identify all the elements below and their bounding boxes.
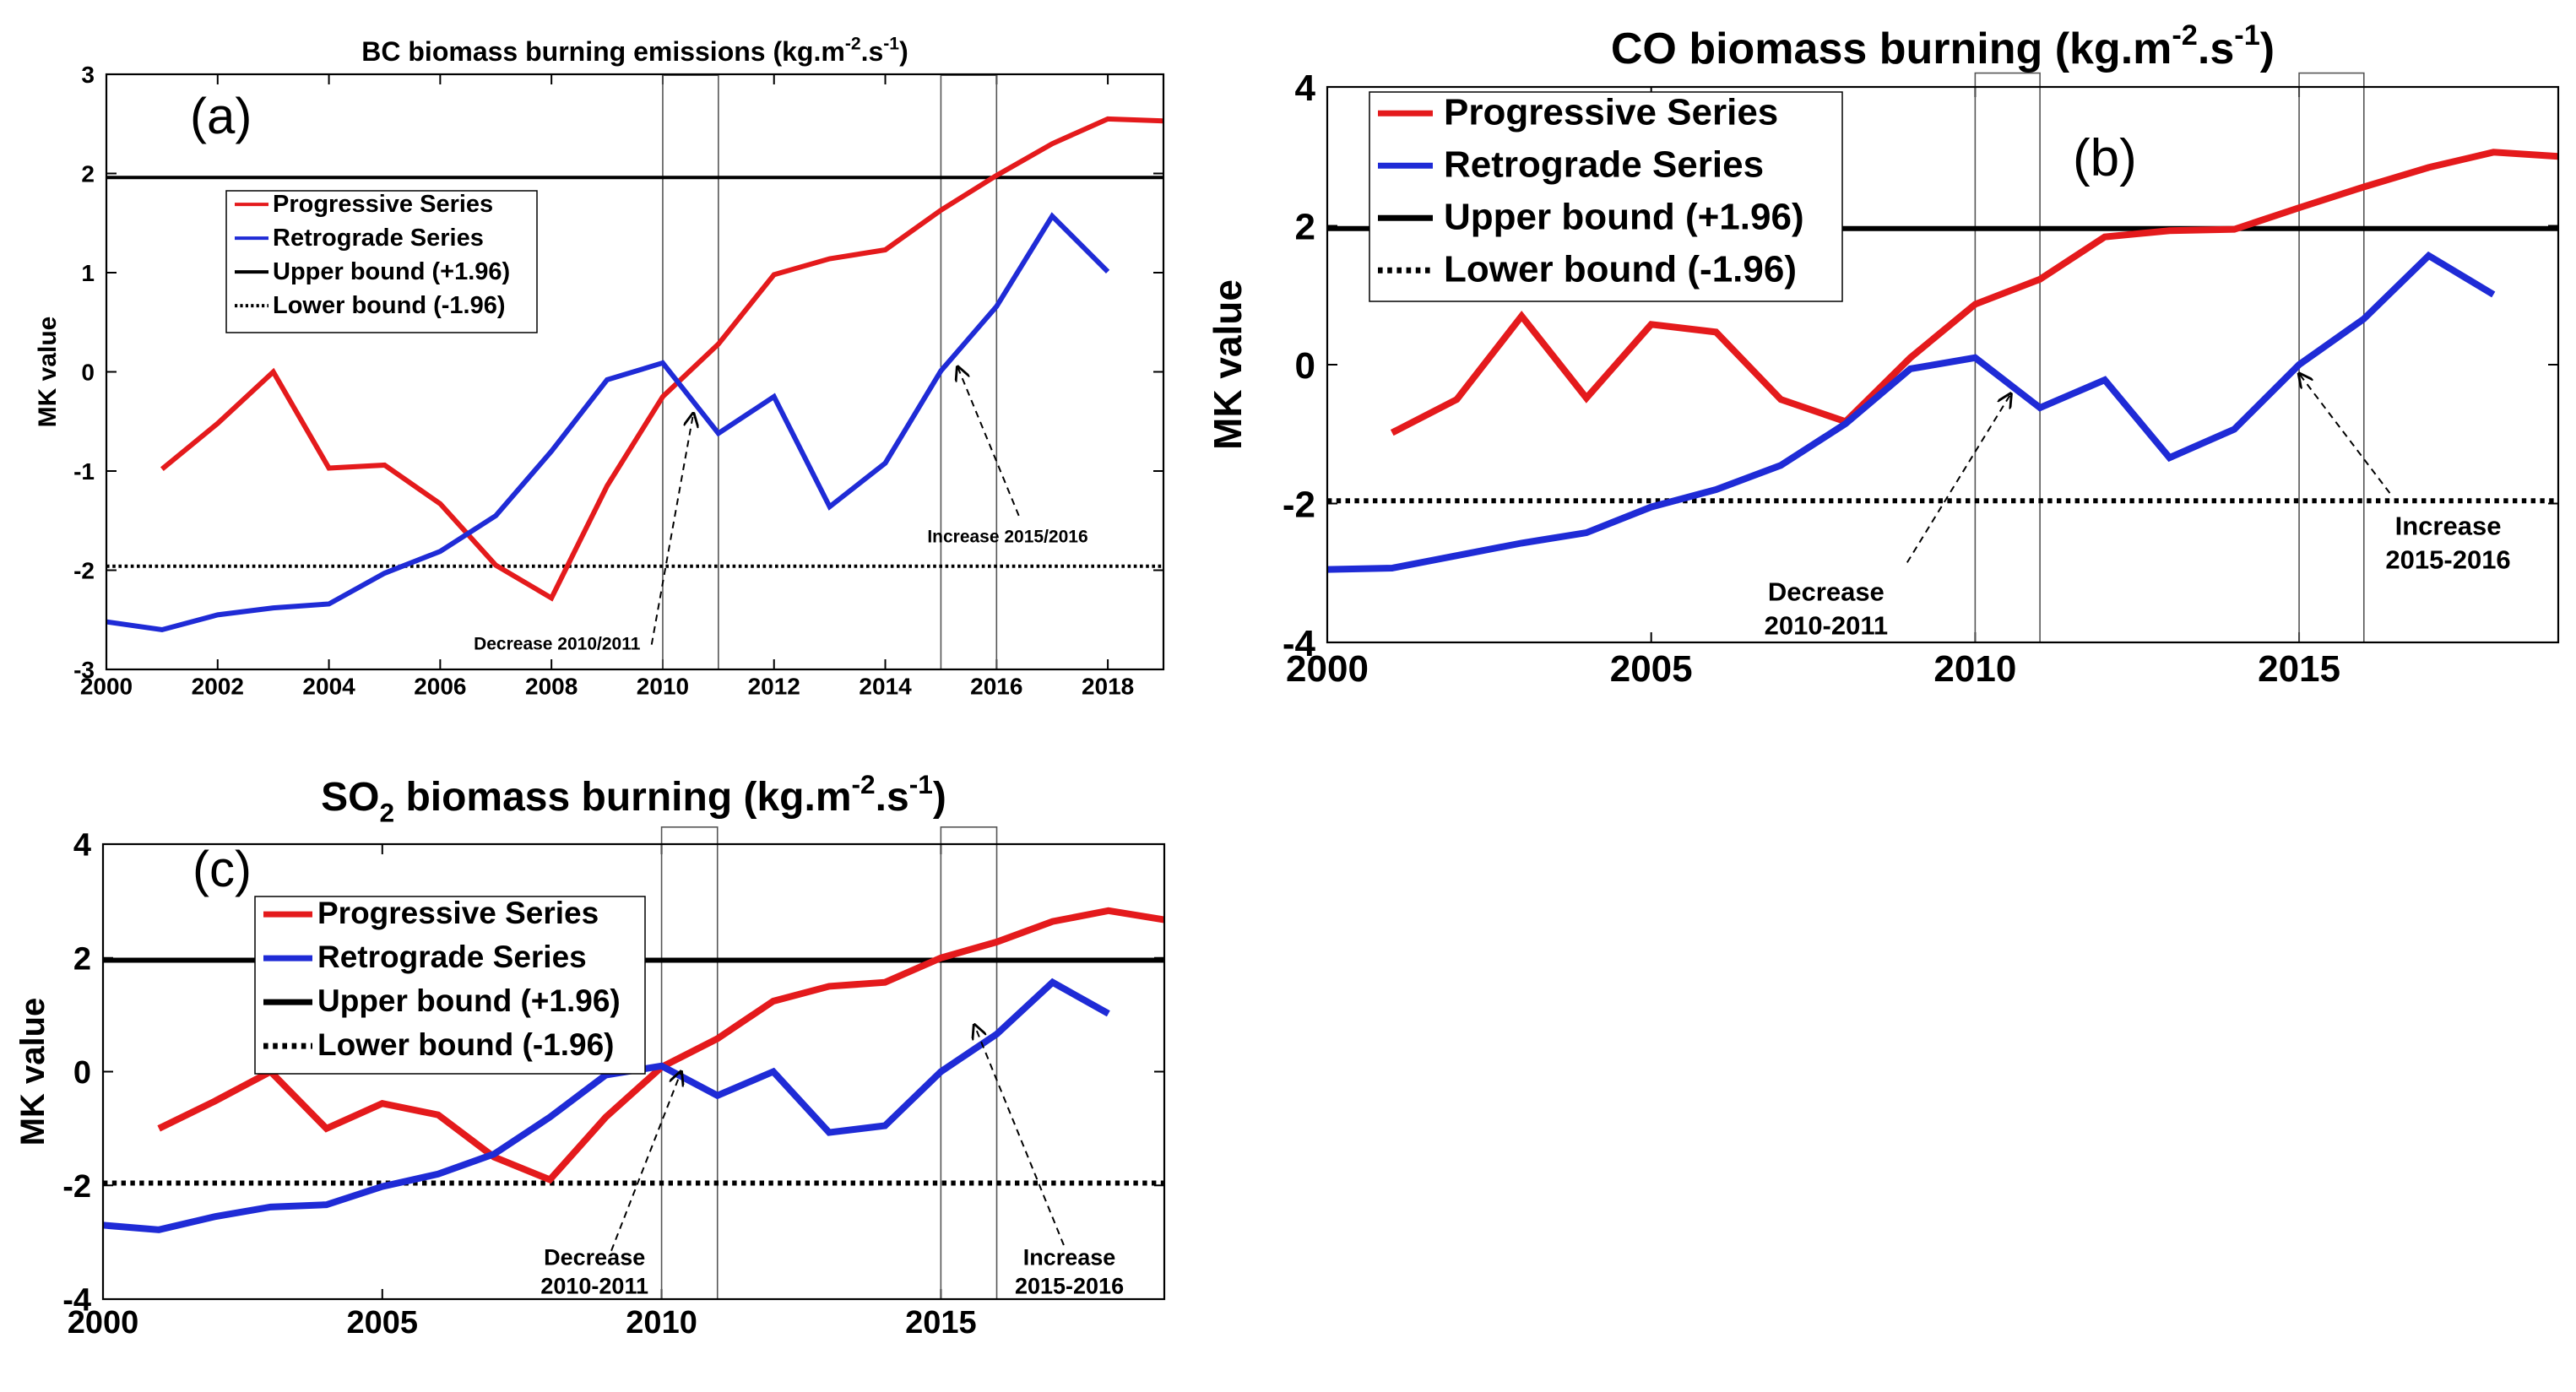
x-tick-label: 2006 [414, 673, 466, 699]
chart-panel-b: 2000 2005 2010 2015 -4 -2 0 2 4 MK value Decrease 2… [1206, 19, 2560, 690]
x-tick-label: 2018 [1082, 673, 1134, 699]
legend-box [254, 896, 646, 1075]
x-tick-label: 2005 [347, 1305, 419, 1341]
annotation-arrow [974, 1025, 1065, 1246]
x-tick-label: 2014 [859, 673, 912, 699]
annotation-arrow [610, 1072, 681, 1252]
chart-title-part: ) [933, 775, 946, 820]
y-tick-label: -2 [62, 1169, 91, 1205]
x-tick-label: 2015 [905, 1305, 977, 1341]
chart-title-part: BC biomass burning emissions (kg.m [361, 36, 845, 67]
x-tick-label: 2008 [525, 673, 578, 699]
y-tick-label: 1 [81, 260, 95, 286]
x-tick-label: 2010 [637, 673, 689, 699]
y-tick-label: -2 [73, 558, 95, 584]
y-tick-label: 4 [1295, 68, 1316, 109]
legend-entry: Progressive Series [317, 896, 599, 930]
x-tick-label: 2000 [80, 673, 133, 699]
panel-label: (a) [190, 88, 252, 144]
x-tick-label: 2010 [1933, 648, 2016, 690]
x-tick-label: 2015 [2258, 648, 2340, 690]
chart-title-part: 2 [379, 797, 394, 827]
y-axis-label: MK value [1206, 279, 1250, 450]
chart-panel-a: 2000 2002 2004 2006 2008 2010 2012 2014 2016 2018… [34, 35, 1165, 699]
chart-title-part: -2 [2172, 19, 2198, 51]
annotation-text: Increase [2395, 512, 2502, 541]
x-tick-label: 2010 [626, 1305, 697, 1341]
y-tick-label: 2 [81, 161, 95, 187]
annotation-arrow [2299, 374, 2391, 494]
plot-frame [101, 842, 1166, 1301]
legend-entry: Lower bound (-1.96) [1444, 248, 1797, 290]
chart-title-part: CO biomass burning (kg.m [1611, 24, 2172, 73]
x-tick-label: 2005 [1610, 648, 1693, 690]
y-tick-label: -2 [1283, 484, 1315, 525]
x-tick-label: 2004 [302, 673, 355, 699]
annotation-text: Decrease [1768, 577, 1885, 607]
y-tick-label: -4 [62, 1283, 91, 1319]
chart-title-part: .s [2198, 24, 2234, 73]
x-tick-label: 2016 [970, 673, 1022, 699]
legend-box [225, 190, 538, 333]
y-tick-label: 0 [81, 360, 95, 386]
chart-panel-c: 2000 2005 2010 2015 -4 -2 0 2 4 MK value Decrease 2… [14, 769, 1166, 1341]
legend-entry: Retrograde Series [1444, 144, 1764, 185]
y-tick-label: 2 [1295, 206, 1315, 247]
annotation-arrow [957, 367, 1020, 517]
chart-title-part: -1 [883, 35, 899, 54]
annotation-text: 2015-2016 [1015, 1274, 1124, 1299]
annotation-text: Decrease [544, 1245, 645, 1270]
chart-title-part: -1 [2234, 19, 2260, 51]
annotation-arrow [1906, 394, 2011, 563]
chart-title: CO biomass burning (kg.m-2.s-1) [1611, 19, 2275, 73]
annotation-text: 2010-2011 [540, 1274, 648, 1299]
legend-entry: Progressive Series [273, 191, 493, 218]
legend-entry: Upper bound (+1.96) [317, 983, 621, 1018]
y-tick-label: 4 [73, 828, 91, 864]
y-tick-label: -3 [73, 657, 95, 683]
annotation-text: 2015-2016 [2385, 545, 2510, 575]
annotation-text: Decrease 2010/2011 [474, 635, 641, 654]
chart-title: BC biomass burning emissions (kg.m-2.s-1… [361, 35, 908, 67]
x-tick-label: 2002 [192, 673, 244, 699]
y-tick-label: -4 [1283, 623, 1316, 664]
y-axis-label: MK value [14, 998, 52, 1146]
y-tick-label: 2 [73, 941, 91, 977]
y-tick-label: 3 [81, 62, 95, 88]
chart-title-part: ) [899, 36, 908, 67]
plot-frame [105, 73, 1165, 671]
annotation-arrow [650, 414, 693, 645]
legend-entry: Upper bound (+1.96) [273, 258, 510, 285]
annotation-text: Increase [1023, 1245, 1116, 1270]
plot-frame [1326, 85, 2560, 644]
y-tick-label: 0 [1295, 345, 1315, 387]
chart-title-part: biomass burning (kg.m [394, 775, 851, 820]
chart-title-part: .s [861, 36, 884, 67]
legend-entry: Lower bound (-1.96) [317, 1027, 615, 1062]
panel-label: (c) [193, 841, 252, 897]
x-tick-label: 2000 [68, 1305, 139, 1341]
legend-entry: Upper bound (+1.96) [1444, 196, 1804, 237]
chart-title-part: -2 [845, 35, 861, 54]
legend-box [1369, 91, 1843, 302]
chart-title-part: SO [321, 775, 379, 820]
legend-entry: Retrograde Series [317, 940, 587, 974]
legend-entry: Retrograde Series [273, 225, 484, 252]
chart-title: SO2 biomass burning (kg.m-2.s-1) [321, 769, 946, 828]
panel-label: (b) [2073, 129, 2137, 187]
x-tick-label: 2000 [1286, 648, 1369, 690]
chart-title-part: -2 [852, 769, 876, 799]
x-tick-label: 2012 [748, 673, 800, 699]
y-tick-label: -1 [73, 458, 95, 485]
annotation-text: 2010-2011 [1765, 611, 1889, 641]
chart-title-part: -1 [909, 769, 933, 799]
annotation-text: Increase 2015/2016 [927, 528, 1087, 547]
chart-title-part: ) [2260, 24, 2275, 73]
y-axis-label: MK value [34, 317, 62, 428]
legend-entry: Progressive Series [1444, 91, 1778, 133]
chart-title-part: .s [876, 775, 909, 820]
y-tick-label: 0 [73, 1055, 91, 1091]
legend-entry: Lower bound (-1.96) [273, 292, 506, 319]
